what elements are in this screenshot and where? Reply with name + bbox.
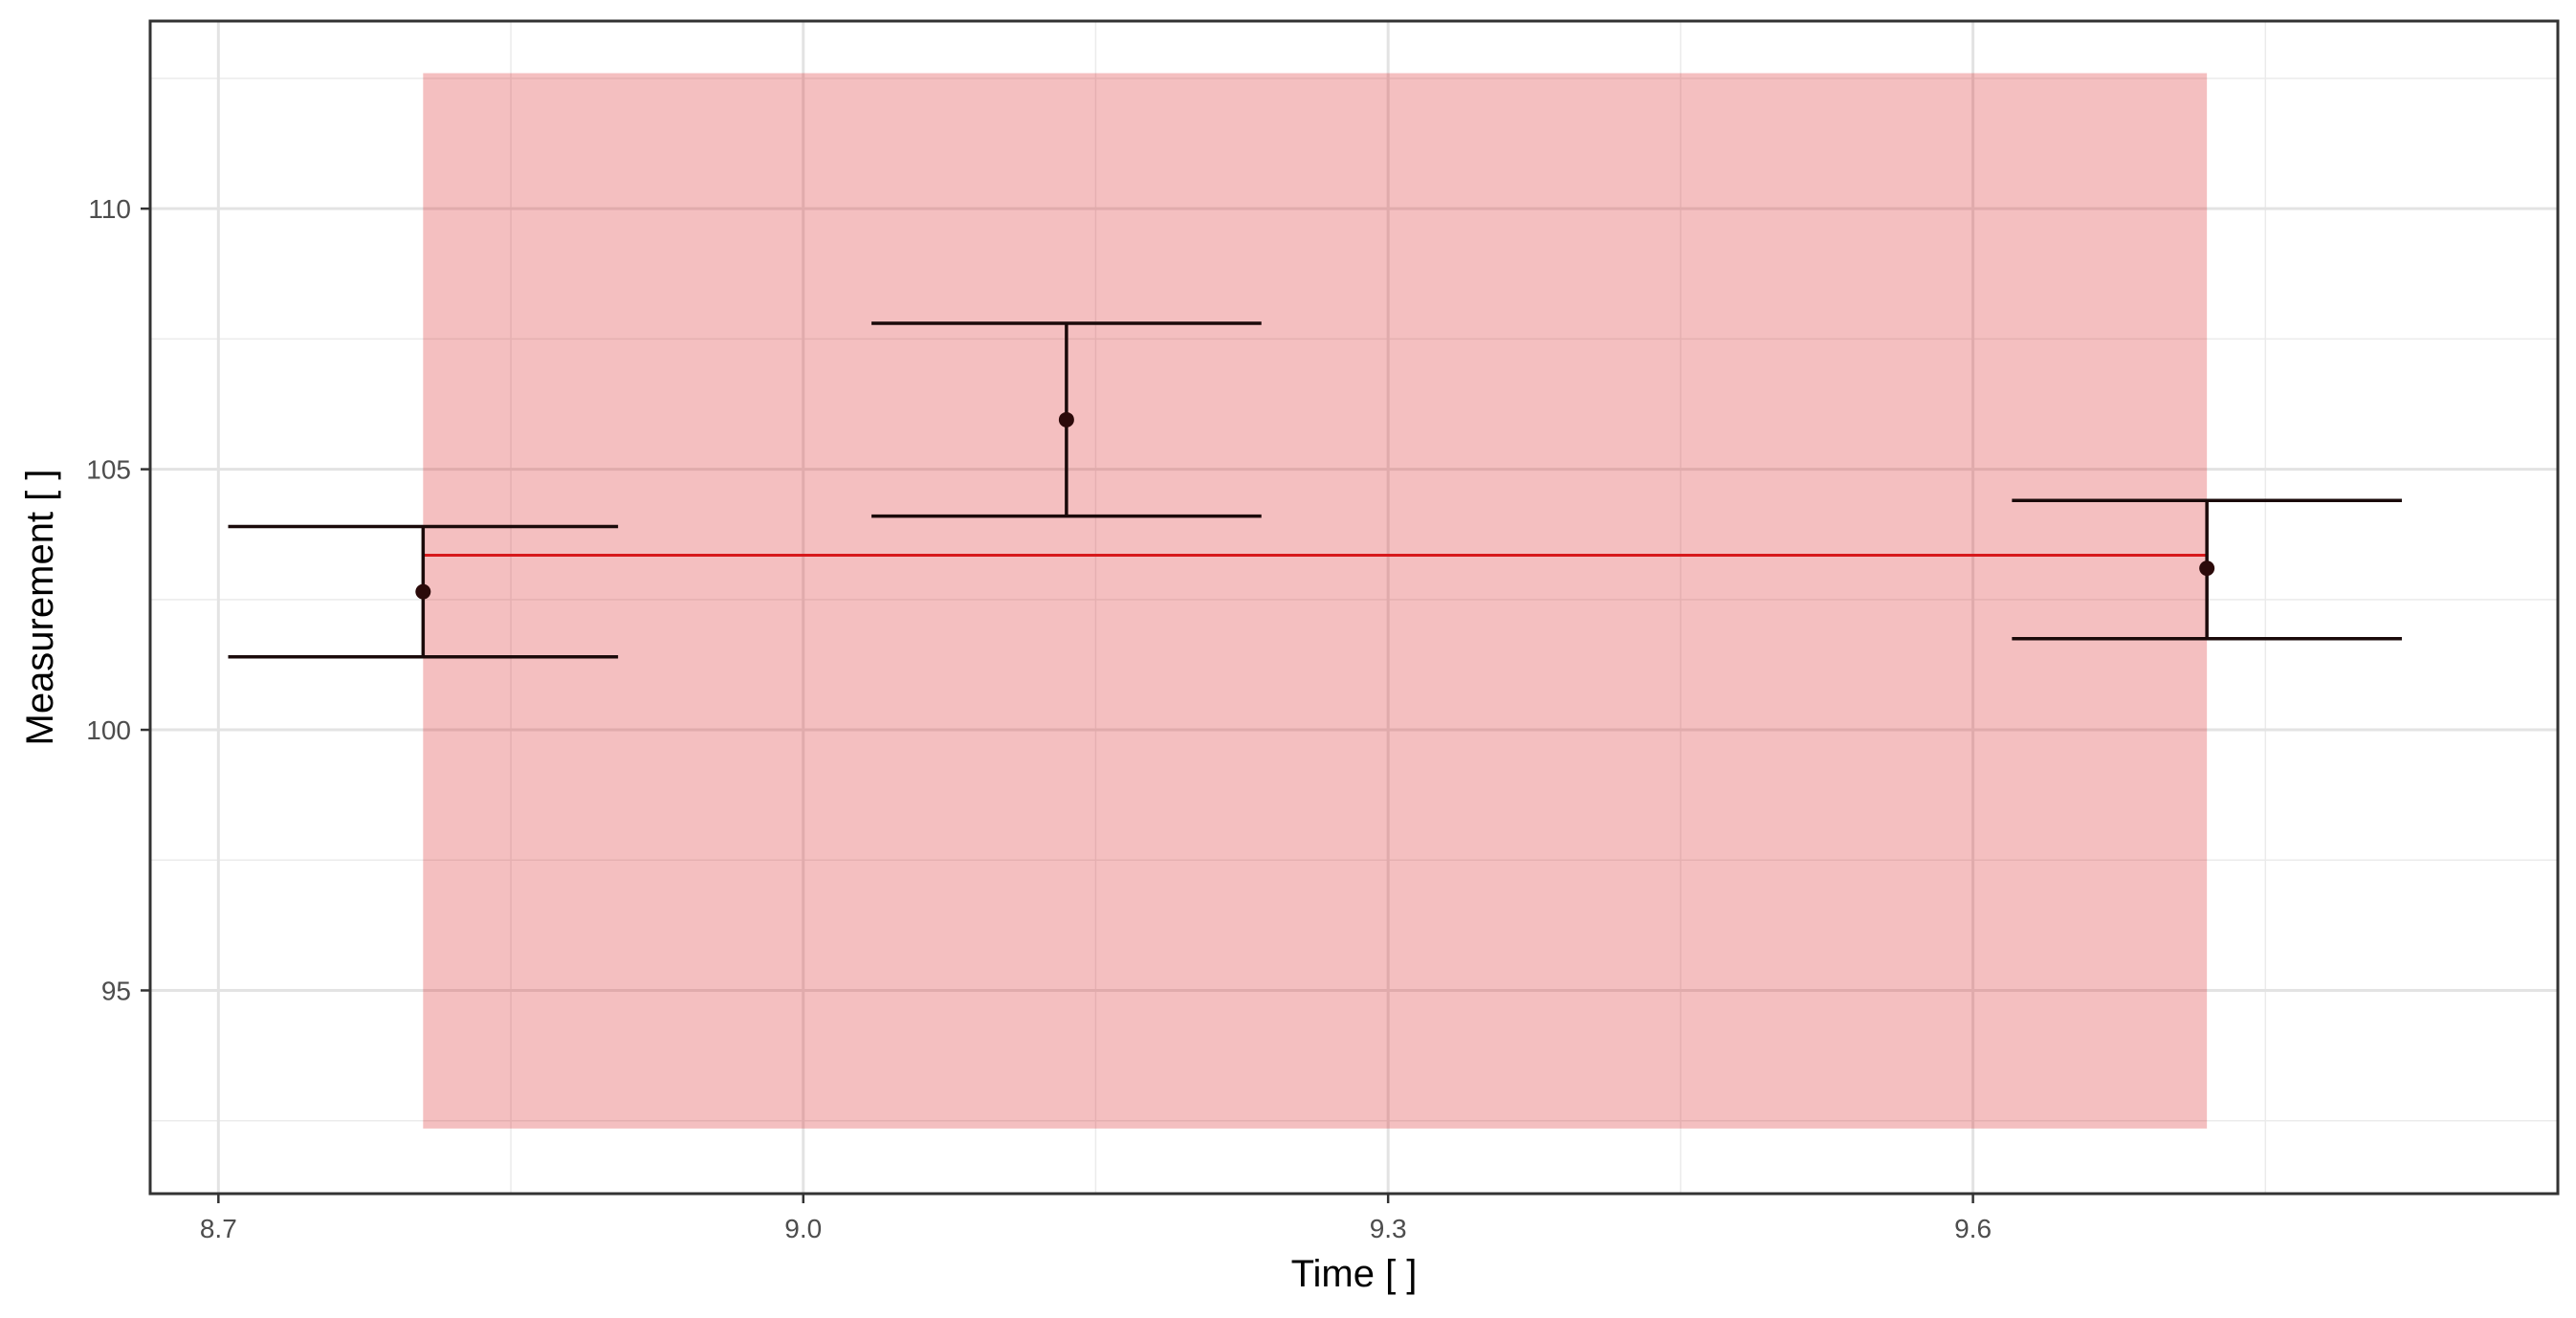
panel-border [148,19,2560,1196]
data-point [1058,411,1074,428]
confidence-band-layer [423,73,2208,1129]
x-axis-ticks: 8.7 9.0 9.3 9.6 [200,1194,1992,1243]
x-tick-label: 9.3 [1370,1214,1407,1243]
x-tick-label: 8.7 [200,1214,237,1243]
major-gridlines [150,21,2558,1194]
y-tick-label: 100 [86,715,131,745]
minor-gridlines [150,21,2558,1194]
data-point [2199,560,2215,577]
x-axis-title: Time [ ] [1291,1253,1418,1295]
y-tick-label: 95 [101,976,131,1005]
y-axis-ticks: 95 100 105 110 [86,194,150,1005]
y-tick-label: 110 [88,194,131,224]
x-tick-label: 9.6 [1954,1214,1992,1243]
x-tick-label: 9.0 [784,1214,822,1243]
confidence-band [423,73,2208,1129]
y-tick-label: 105 [86,455,131,485]
point-layer [415,411,2215,600]
data-point [415,583,431,600]
y-axis-title: Measurement [ ] [19,469,61,745]
